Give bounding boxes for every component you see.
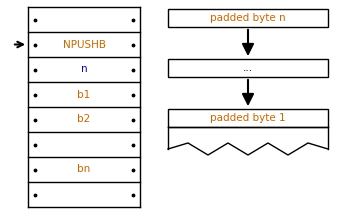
Bar bbox=[168, 109, 328, 127]
Text: ...: ... bbox=[243, 63, 253, 73]
Bar bbox=[168, 9, 328, 27]
Bar bbox=[168, 59, 328, 77]
Text: bn: bn bbox=[77, 164, 91, 175]
Text: b2: b2 bbox=[77, 115, 91, 124]
Text: b1: b1 bbox=[77, 90, 91, 99]
Text: padded byte n: padded byte n bbox=[210, 13, 286, 23]
Text: padded byte 1: padded byte 1 bbox=[210, 113, 286, 123]
Text: n: n bbox=[81, 65, 87, 74]
Text: NPUSHB: NPUSHB bbox=[63, 39, 105, 49]
